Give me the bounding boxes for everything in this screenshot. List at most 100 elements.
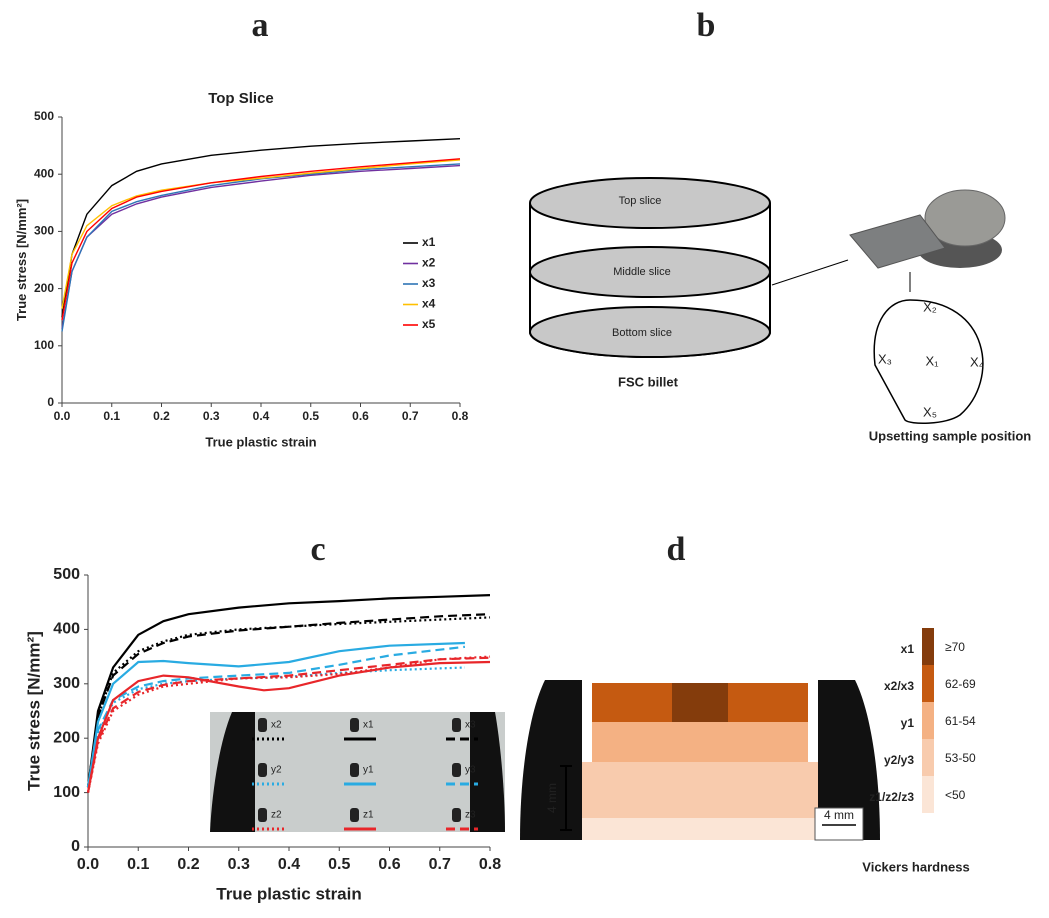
hardness-legend: x1 ≥70 x2/x3 62-69 y1 61-54 y2/y3 53-50 z1/z2/z3… [869, 628, 976, 813]
x-tick-label: 0.5 [328, 856, 350, 873]
arrow [771, 259, 849, 286]
legend-label: z3 [465, 810, 476, 821]
scale-label: 4 mm [545, 783, 559, 813]
sample-icon [452, 808, 461, 822]
legend-swatch [922, 665, 934, 702]
slice [529, 177, 771, 229]
x-tick-label: 0.7 [402, 409, 419, 423]
position-label: X₅ [923, 404, 937, 419]
x-tick-label: 0.1 [103, 409, 120, 423]
disc-photo [849, 189, 1006, 269]
series-line [61, 164, 461, 329]
series-line [61, 159, 461, 309]
x-axis-label: True plastic strain [216, 884, 362, 903]
caption: FSC billet [618, 374, 679, 389]
hardness-map [520, 680, 880, 841]
x-tick-label: 0.2 [153, 409, 170, 423]
legend-label: y1 [363, 765, 374, 776]
series-line [61, 158, 461, 321]
y-tick-label: 100 [34, 338, 54, 352]
zone [592, 722, 808, 762]
scale-box [814, 807, 864, 841]
x-tick-label: 0.3 [228, 856, 250, 873]
position-label: X₄ [970, 354, 984, 369]
legend-swatch [922, 628, 934, 665]
sample-icon [258, 763, 267, 777]
zone [672, 683, 728, 722]
y-axis-label: True stress [N/mm²] [25, 631, 44, 791]
series-line [86, 641, 465, 788]
clamp [470, 712, 505, 832]
y-tick-label: 0 [47, 395, 54, 409]
panel-label: d [667, 531, 686, 568]
y-tick-label: 400 [53, 621, 80, 638]
legend-range: 62-69 [945, 677, 976, 691]
sample-icon [350, 718, 359, 732]
y-tick-label: 200 [53, 729, 80, 746]
legend-label: x2 [271, 720, 282, 731]
slice [529, 306, 771, 358]
x-tick-label: 0.8 [452, 409, 469, 423]
legend-zone: y1 [901, 716, 915, 730]
y-tick-label: 500 [53, 566, 80, 583]
x-tick-label: 0.3 [203, 409, 220, 423]
x-tick-label: 0.6 [378, 856, 400, 873]
legend-range: 61-54 [945, 714, 976, 728]
legend-label: x3 [422, 276, 436, 290]
legend-range: 53-50 [945, 751, 976, 765]
legend-label: x1 [363, 720, 374, 731]
x-tick-label: 0.7 [429, 856, 451, 873]
position-label: X₃ [878, 351, 892, 366]
legend-label: y3 [465, 765, 476, 776]
sample-icon [258, 718, 267, 732]
sample-icon [350, 808, 359, 822]
x-tick-label: 0.0 [77, 856, 99, 873]
legend-zone: x1 [901, 642, 915, 656]
sample-outline [873, 299, 984, 425]
legend-zone: x2/x3 [884, 679, 914, 693]
panel-label: b [697, 7, 716, 44]
legend-label: z2 [271, 810, 282, 821]
y-tick-label: 100 [53, 784, 80, 801]
x-axis-label: True plastic strain [205, 434, 316, 449]
series-line [86, 594, 491, 788]
x-tick-label: 0.5 [302, 409, 319, 423]
clamp [818, 680, 880, 840]
slice-label: Top slice [619, 195, 662, 207]
series-line [86, 656, 491, 793]
legend-label: y2 [271, 765, 282, 776]
legend-zone: y2/y3 [884, 753, 914, 767]
series-line [61, 138, 461, 318]
legend-range: <50 [945, 788, 966, 802]
legend-label: z1 [363, 810, 374, 821]
y-tick-label: 300 [53, 675, 80, 692]
clamp [210, 712, 255, 832]
chart: 0 100 200 300 400 500 0.0 0.1 0.2 0.3 0.4 0.5 0.6 0.7… [25, 566, 505, 903]
disc [849, 214, 946, 269]
y-tick-label: 300 [34, 224, 54, 238]
x-tick-label: 0.2 [177, 856, 199, 873]
clamp [520, 680, 582, 840]
legend-label: x4 [422, 297, 436, 311]
zone [582, 762, 818, 818]
legend-label: x5 [422, 317, 436, 331]
series-line [86, 660, 491, 793]
sample-icon [258, 808, 267, 822]
y-tick-label: 500 [34, 109, 54, 123]
x-tick-label: 0.4 [278, 856, 300, 873]
legend-swatch [922, 776, 934, 813]
x-tick-label: 0.6 [352, 409, 369, 423]
sample-icon [452, 763, 461, 777]
caption: Upsetting sample position [869, 428, 1032, 443]
x-tick-label: 0.1 [127, 856, 149, 873]
x-tick-label: 0.8 [479, 856, 501, 873]
legend-zone: z1/z2/z3 [869, 790, 914, 804]
y-tick-label: 200 [34, 281, 54, 295]
position-label: X₂ [923, 299, 937, 314]
scale-label: 4 mm [824, 808, 854, 822]
zone [582, 818, 818, 840]
position-label: X₁ [925, 353, 939, 368]
panel-label: a [252, 7, 269, 44]
series-line [61, 163, 461, 332]
